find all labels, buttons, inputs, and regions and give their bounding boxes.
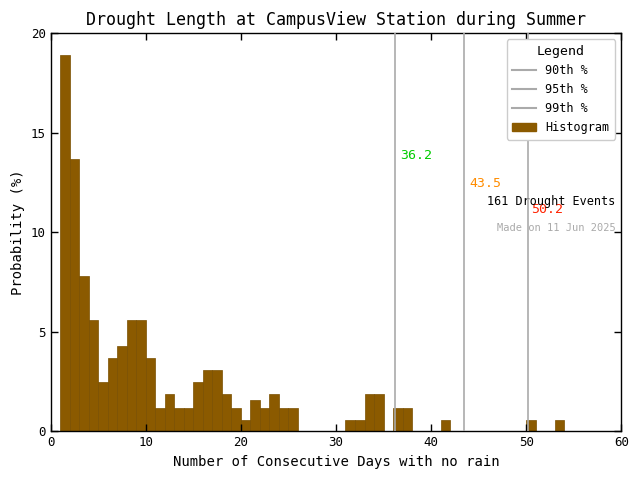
Text: 43.5: 43.5 bbox=[469, 177, 501, 190]
Bar bbox=[164, 394, 174, 432]
Y-axis label: Probability (%): Probability (%) bbox=[11, 169, 25, 295]
Text: 50.2: 50.2 bbox=[531, 203, 563, 216]
Bar bbox=[403, 408, 412, 432]
Bar bbox=[155, 408, 164, 432]
Bar bbox=[117, 346, 127, 432]
Legend: 90th %, 95th %, 99th %, Histogram: 90th %, 95th %, 99th %, Histogram bbox=[506, 39, 616, 140]
Bar bbox=[88, 320, 98, 432]
Bar bbox=[212, 370, 222, 432]
Bar bbox=[174, 408, 184, 432]
Bar bbox=[365, 394, 374, 432]
Bar bbox=[60, 55, 70, 432]
Bar bbox=[374, 394, 383, 432]
Bar bbox=[289, 408, 298, 432]
Title: Drought Length at CampusView Station during Summer: Drought Length at CampusView Station dur… bbox=[86, 11, 586, 29]
Bar bbox=[346, 420, 355, 432]
Bar bbox=[136, 320, 146, 432]
Bar bbox=[193, 382, 203, 432]
Text: 36.2: 36.2 bbox=[400, 149, 432, 162]
Bar bbox=[184, 408, 193, 432]
Bar bbox=[393, 408, 403, 432]
Text: Made on 11 Jun 2025: Made on 11 Jun 2025 bbox=[497, 223, 616, 232]
Bar bbox=[108, 358, 117, 432]
Bar bbox=[555, 420, 564, 432]
Bar bbox=[203, 370, 212, 432]
Bar bbox=[260, 408, 269, 432]
Text: 161 Drought Events: 161 Drought Events bbox=[488, 195, 616, 208]
Bar bbox=[526, 420, 536, 432]
Bar bbox=[98, 382, 108, 432]
Bar bbox=[127, 320, 136, 432]
Bar bbox=[241, 420, 250, 432]
Bar bbox=[222, 394, 231, 432]
Bar bbox=[146, 358, 155, 432]
Bar bbox=[269, 394, 279, 432]
Bar bbox=[355, 420, 365, 432]
Bar bbox=[70, 159, 79, 432]
Bar bbox=[279, 408, 289, 432]
Bar bbox=[440, 420, 450, 432]
Bar bbox=[250, 400, 260, 432]
Bar bbox=[231, 408, 241, 432]
X-axis label: Number of Consecutive Days with no rain: Number of Consecutive Days with no rain bbox=[173, 455, 499, 469]
Bar bbox=[79, 276, 88, 432]
